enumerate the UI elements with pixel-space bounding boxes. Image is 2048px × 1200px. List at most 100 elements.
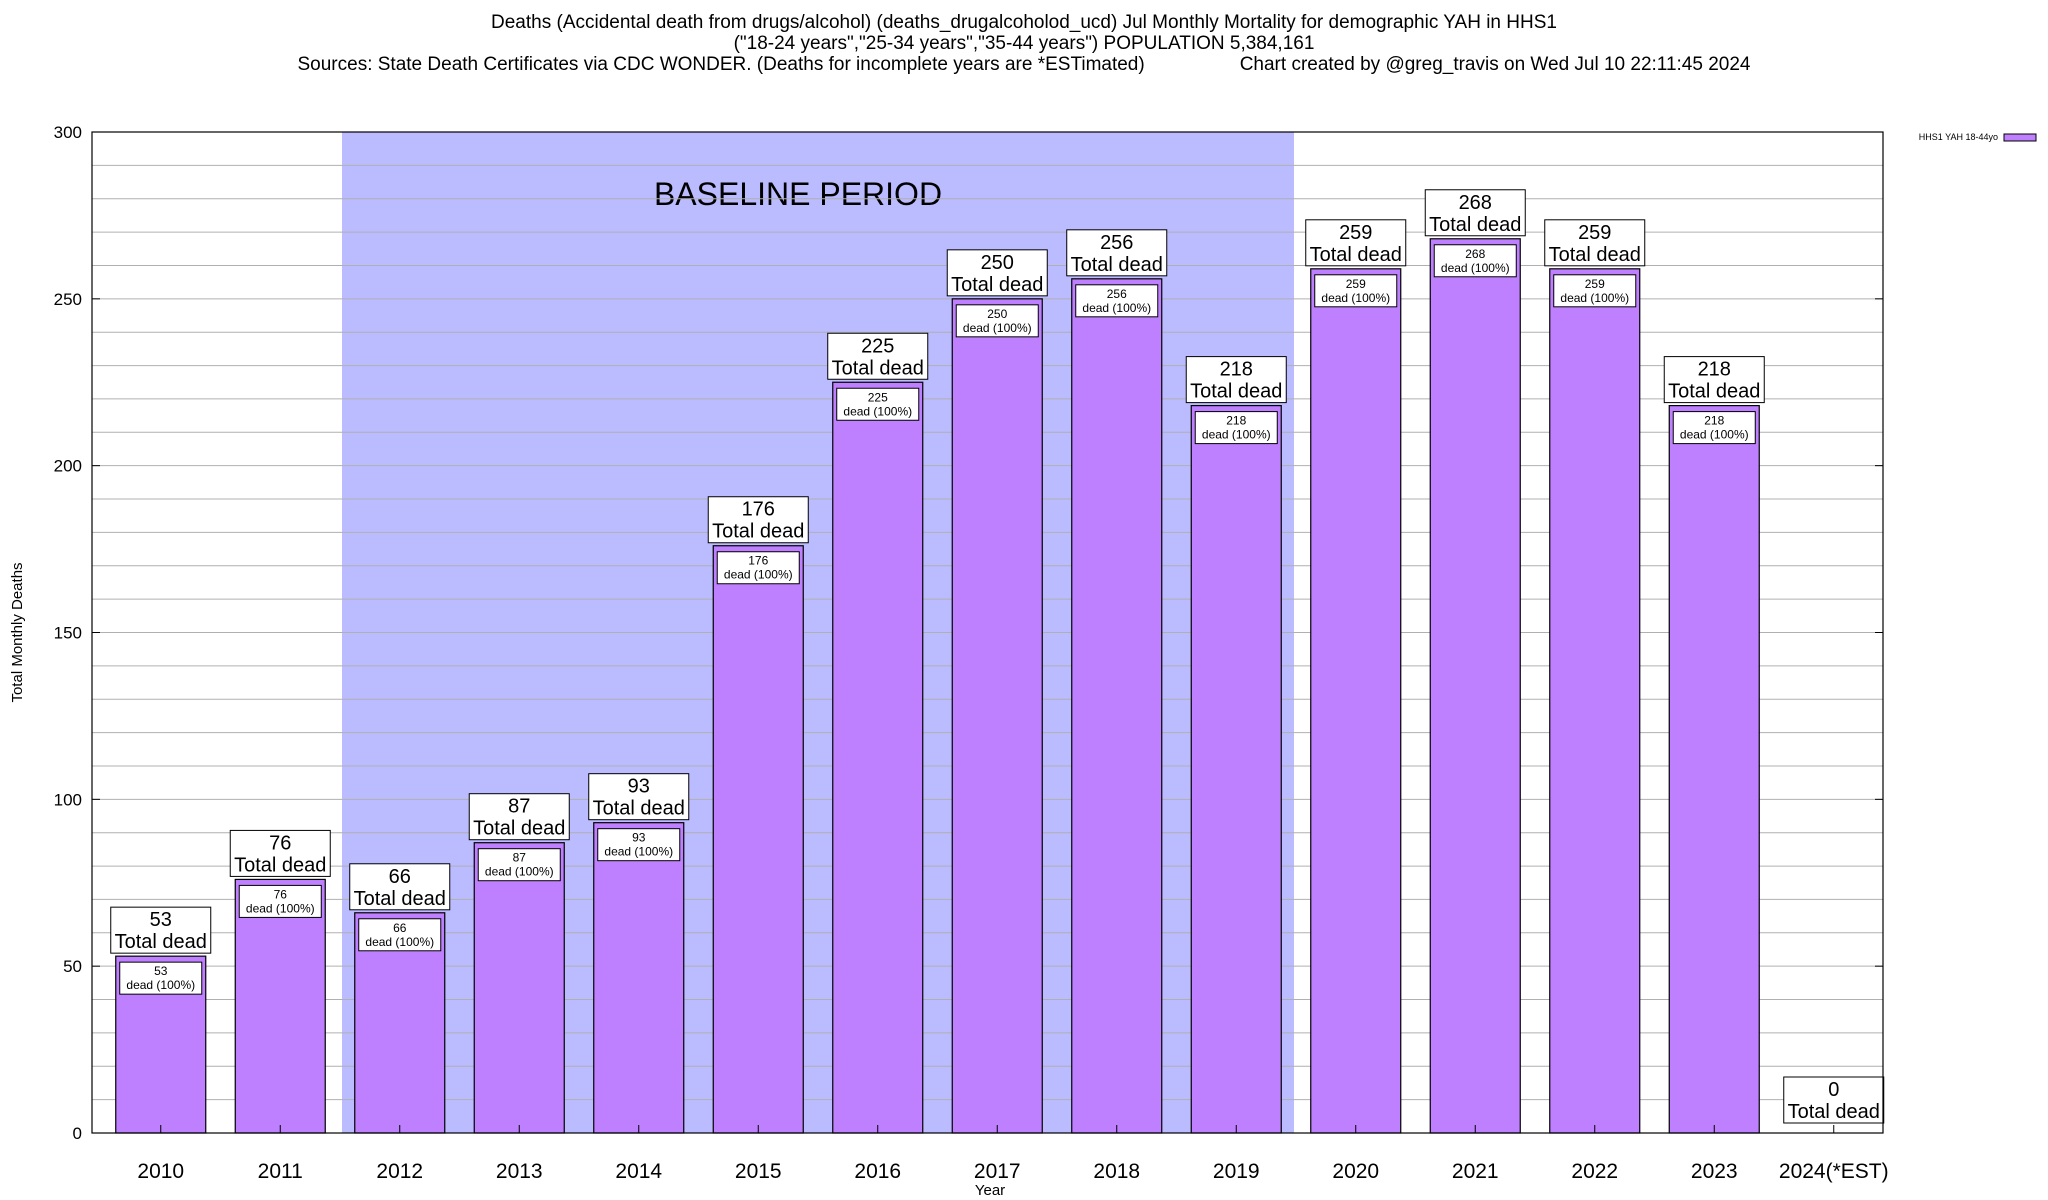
bar-outer-label-value: 259 — [1578, 222, 1611, 244]
y-tick-label: 50 — [63, 957, 82, 976]
x-tick-label: 2021 — [1452, 1160, 1499, 1183]
x-tick-label: 2023 — [1691, 1160, 1738, 1183]
bar-inner-label-value: 218 — [1704, 414, 1724, 428]
bar — [1190, 405, 1282, 1134]
y-tick-label: 100 — [54, 790, 82, 809]
x-tick-label: 2015 — [735, 1160, 782, 1183]
bar-outer-label-value: 87 — [508, 796, 530, 818]
bar — [832, 381, 924, 1134]
bar-outer-label-box — [1424, 189, 1526, 237]
bar-inner-label-box — [1194, 411, 1278, 445]
bar-inner-label-box — [836, 387, 920, 421]
bar-outer-label-suffix: Total dead — [1788, 1101, 1880, 1123]
bar-inner-label-box — [238, 884, 322, 918]
x-tick-label: 2024(*EST) — [1779, 1160, 1889, 1183]
bar-inner-label-box — [358, 918, 442, 952]
bar-outer-label-value: 218 — [1698, 359, 1731, 381]
bar-outer-label-suffix: Total dead — [712, 521, 804, 543]
bar-outer-label-suffix: Total dead — [593, 798, 685, 820]
bar — [473, 842, 565, 1134]
bar-inner-label-suffix: dead (100%) — [963, 321, 1032, 335]
bar-inner-label-suffix: dead (100%) — [1321, 291, 1390, 305]
bar-inner-label-box — [955, 304, 1039, 338]
y-tick-label: 300 — [54, 123, 82, 142]
bar-inner-label-box — [119, 961, 203, 995]
bar-inner-label-value: 66 — [393, 921, 407, 935]
bar-inner-label-suffix: dead (100%) — [365, 935, 434, 949]
chart-sources: Sources: State Death Certificates via CD… — [297, 54, 1145, 75]
bar-inner-label-suffix: dead (100%) — [604, 845, 673, 859]
bar-outer-label-suffix: Total dead — [1549, 244, 1641, 266]
x-tick-label: 2017 — [974, 1160, 1021, 1183]
bar-inner-label-suffix: dead (100%) — [1680, 428, 1749, 442]
bar-inner-label-suffix: dead (100%) — [485, 865, 554, 879]
bar-inner-label-value: 259 — [1585, 277, 1605, 291]
bar-outer-label-suffix: Total dead — [115, 931, 207, 953]
bar — [1668, 405, 1760, 1134]
bar-outer-label-value: 176 — [742, 499, 775, 521]
bar — [234, 878, 326, 1134]
bar-inner-label-box — [597, 828, 681, 862]
bar-inner-label-value: 218 — [1226, 414, 1246, 428]
x-tick-label: 2014 — [615, 1160, 662, 1183]
bar-outer-label-box — [827, 332, 929, 380]
bar-inner-label-value: 256 — [1107, 287, 1127, 301]
bar — [1071, 278, 1163, 1134]
bar-inner-label-suffix: dead (100%) — [246, 901, 315, 915]
bar-outer-label-suffix: Total dead — [1668, 381, 1760, 403]
bar-inner-label-suffix: dead (100%) — [1441, 261, 1510, 275]
bar-inner-label-value: 87 — [513, 851, 527, 865]
bar-outer-label-suffix: Total dead — [951, 274, 1043, 296]
bar — [1429, 238, 1521, 1134]
bar-inner-label-box — [716, 551, 800, 585]
bar-outer-label-value: 250 — [981, 252, 1014, 274]
bar-inner-label-value: 53 — [154, 964, 168, 978]
x-tick-label: 2020 — [1332, 1160, 1379, 1183]
bar-inner-label-value: 268 — [1465, 247, 1485, 261]
bar-outer-label-box — [349, 863, 451, 911]
bar-outer-label-suffix: Total dead — [1071, 254, 1163, 276]
y-tick-label: 150 — [54, 624, 82, 643]
y-axis-label: Total Monthly Deaths — [9, 562, 26, 702]
chart-sources-line: Sources: State Death Certificates via CD… — [0, 54, 2048, 75]
x-axis: 2010 2011 2012 2013 2014 2015 2016 2017 2018 2019… — [137, 1125, 1889, 1199]
bar-outer-label-value: 218 — [1220, 359, 1253, 381]
bar-outer-label-box — [110, 906, 212, 954]
y-axis: 0 50 100 150 200 250 300 Total Monthly Deaths — [9, 123, 1883, 1143]
bar-inner-label-value: 176 — [748, 554, 768, 568]
bar — [712, 545, 804, 1134]
bar-inner-label-suffix: dead (100%) — [1082, 301, 1151, 315]
bar-outer-label-suffix: Total dead — [832, 357, 924, 379]
bar-outer-label-suffix: Total dead — [473, 818, 565, 840]
legend-swatch — [2003, 133, 2037, 142]
bar-outer-label-box — [229, 829, 331, 877]
bar-inner-label-value: 250 — [987, 307, 1007, 321]
bar — [1310, 268, 1402, 1134]
bar-inner-label-suffix: dead (100%) — [126, 978, 195, 992]
bar-outer-label-box — [1066, 229, 1168, 277]
bar-outer-label-box — [588, 773, 690, 821]
bar-outer-label-value: 66 — [389, 866, 411, 888]
bar-outer-label-value: 259 — [1339, 222, 1372, 244]
bar-inner-label-value: 225 — [868, 390, 888, 404]
bar-outer-label-box — [707, 496, 809, 544]
bar-outer-label-value: 53 — [150, 909, 172, 931]
bar-outer-label-suffix: Total dead — [1429, 214, 1521, 236]
bar-outer-label-box — [1663, 356, 1765, 404]
chart-title-block: Deaths (Accidental death from drugs/alco… — [0, 12, 2048, 75]
bar-outer-label-suffix: Total dead — [234, 854, 326, 876]
bar-inner-label-value: 76 — [274, 887, 288, 901]
bar-inner-label-box — [1433, 244, 1517, 278]
bar-inner-label-box — [1314, 274, 1398, 308]
chart-credit: Chart created by @greg_travis on Wed Jul… — [1239, 54, 1751, 75]
y-tick-label: 0 — [73, 1124, 82, 1143]
bar-outer-label-box — [1544, 219, 1646, 267]
bar-outer-label-box — [468, 793, 570, 841]
bar-outer-label-box — [1783, 1076, 1885, 1124]
bar-inner-label-suffix: dead (100%) — [724, 568, 793, 582]
bar-outer-label-suffix: Total dead — [1310, 244, 1402, 266]
chart-subtitle: ("18-24 years","25-34 years","35-44 year… — [733, 33, 1315, 54]
bar-inner-label-suffix: dead (100%) — [1202, 428, 1271, 442]
bar-outer-label-value: 0 — [1828, 1079, 1839, 1101]
